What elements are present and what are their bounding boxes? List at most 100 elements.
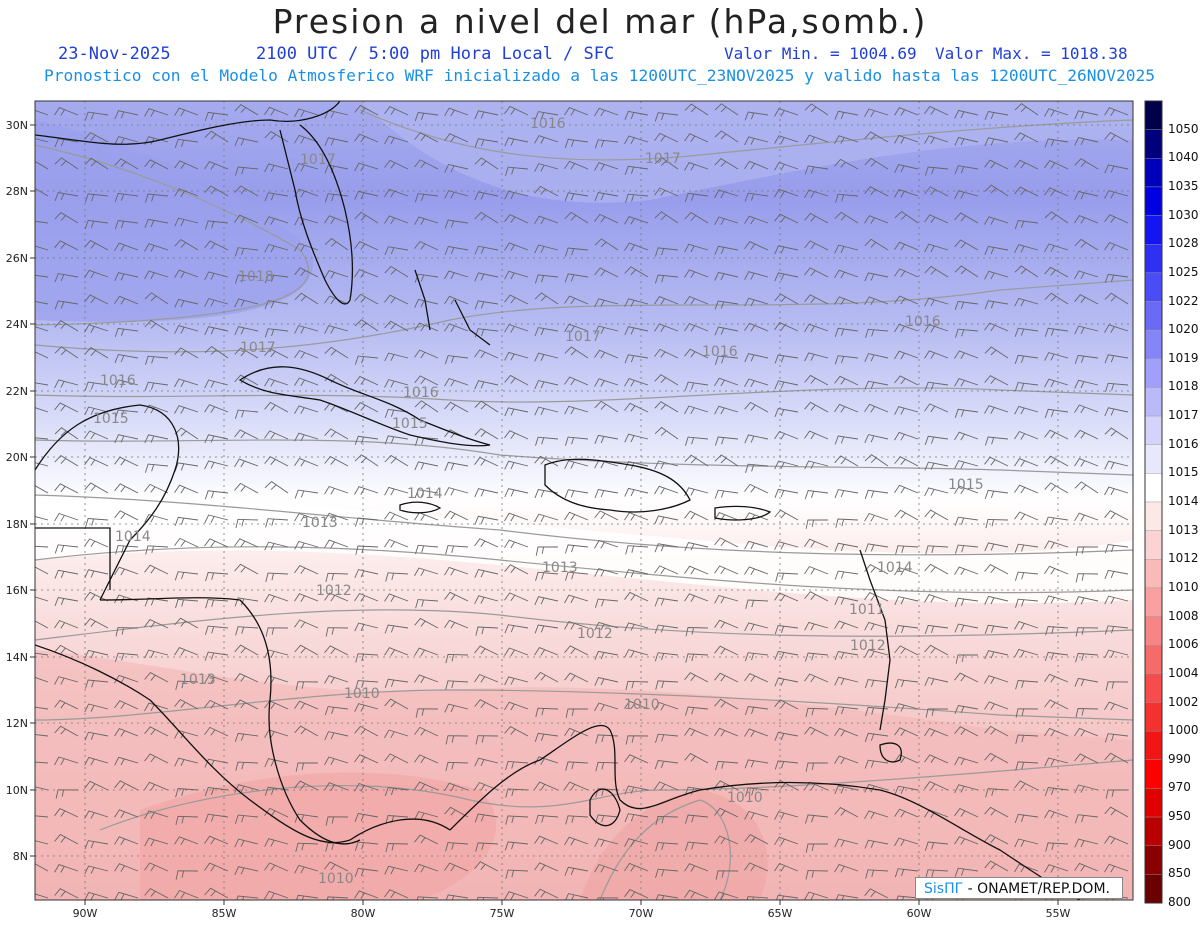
wind-barb <box>445 545 469 555</box>
wind-barb <box>475 842 499 852</box>
wind-barb <box>924 214 949 224</box>
wind-barb <box>1014 354 1039 364</box>
contour-label: 1016 <box>100 373 136 389</box>
wind-barb <box>354 211 379 224</box>
wind-barb <box>684 103 709 116</box>
wind-barb <box>54 346 79 359</box>
wind-barb <box>864 296 889 306</box>
wind-barb <box>1044 408 1069 418</box>
wind-barb <box>954 350 979 360</box>
colorbar-label: 1035 <box>1168 178 1199 193</box>
wind-barb <box>534 215 559 225</box>
wind-barb <box>534 352 559 362</box>
lon-label: 90W <box>73 907 98 920</box>
lat-label: 20N <box>6 451 28 464</box>
wind-barb <box>954 704 979 714</box>
contour-label: 1015 <box>93 411 129 427</box>
wind-barb <box>504 726 529 737</box>
wind-barb <box>174 188 199 197</box>
wind-barb <box>624 813 649 823</box>
wind-barb <box>714 300 739 310</box>
wind-barb <box>504 841 529 851</box>
lat-label: 10N <box>6 784 28 797</box>
wind-barb <box>1044 327 1069 337</box>
wind-barb <box>474 400 499 413</box>
wind-barb <box>1075 627 1099 637</box>
wind-barb <box>564 727 589 737</box>
wind-barb <box>504 592 529 602</box>
wind-barb <box>144 810 169 820</box>
wind-barb <box>534 274 559 284</box>
wind-barb <box>474 138 499 148</box>
wind-barb <box>504 488 529 498</box>
colorbar-label: 1010 <box>1168 579 1199 594</box>
wind-barb <box>805 843 828 853</box>
wind-barb <box>294 405 319 414</box>
wind-barb <box>144 292 169 305</box>
wind-barb <box>894 484 919 494</box>
colorbar-label: 1050 <box>1168 121 1199 136</box>
wind-barb <box>745 599 769 609</box>
wind-barb <box>534 835 559 845</box>
wind-barb <box>114 192 139 203</box>
wind-barb <box>954 190 979 200</box>
wind-barb <box>624 266 649 278</box>
wind-barb <box>84 569 109 579</box>
wind-barb <box>474 428 499 440</box>
wind-barb <box>535 436 559 446</box>
wind-barb <box>1074 596 1099 606</box>
wind-barb <box>535 571 559 582</box>
wind-barb <box>295 762 319 772</box>
wind-barb <box>804 781 829 791</box>
wind-barb <box>324 756 349 766</box>
wind-barb <box>54 212 79 224</box>
wind-barb <box>54 596 79 606</box>
wind-barb <box>204 726 229 737</box>
wind-barb <box>594 139 619 149</box>
wind-barb <box>714 537 739 548</box>
wind-barb <box>594 702 619 712</box>
wind-barb <box>684 348 709 359</box>
colorbar-swatch <box>1144 215 1163 245</box>
wind-barb <box>264 192 289 202</box>
wind-barb <box>354 269 379 278</box>
wind-barb <box>744 622 769 632</box>
wind-barb <box>714 807 739 818</box>
wind-barb <box>985 518 1009 529</box>
wind-barb <box>324 137 349 147</box>
wind-barb <box>384 352 409 362</box>
wind-barb <box>144 672 169 683</box>
wind-barb <box>535 546 558 556</box>
wind-barb <box>894 808 919 818</box>
wind-barb <box>564 866 589 876</box>
wind-barb <box>684 786 709 796</box>
wind-barb <box>534 488 559 499</box>
wind-barb <box>84 193 109 203</box>
wind-barb <box>1104 427 1129 440</box>
wind-barb <box>234 347 259 359</box>
wind-barb <box>564 594 589 604</box>
wind-barb <box>594 213 619 224</box>
wind-barb <box>714 271 739 281</box>
wind-barb <box>1075 573 1099 583</box>
wind-barb <box>774 108 799 117</box>
wind-barb <box>355 680 379 690</box>
wind-barb <box>1014 863 1039 873</box>
wind-barb <box>684 593 709 602</box>
wind-barb <box>565 893 589 900</box>
wind-barb <box>654 760 679 770</box>
colorbar-label: 1012 <box>1168 551 1199 566</box>
wind-barb <box>1014 838 1039 848</box>
wind-barb <box>35 566 49 575</box>
wind-barb <box>534 732 559 743</box>
wind-barb <box>534 380 559 389</box>
wind-barb <box>746 896 769 900</box>
wind-barb <box>1104 273 1129 284</box>
wind-barb <box>1014 458 1039 467</box>
wind-barb <box>294 432 319 442</box>
wind-barb <box>384 647 409 656</box>
wind-barb <box>384 538 409 548</box>
wind-barb <box>684 211 709 224</box>
wind-barb <box>384 511 409 521</box>
wind-barb <box>1015 761 1039 771</box>
